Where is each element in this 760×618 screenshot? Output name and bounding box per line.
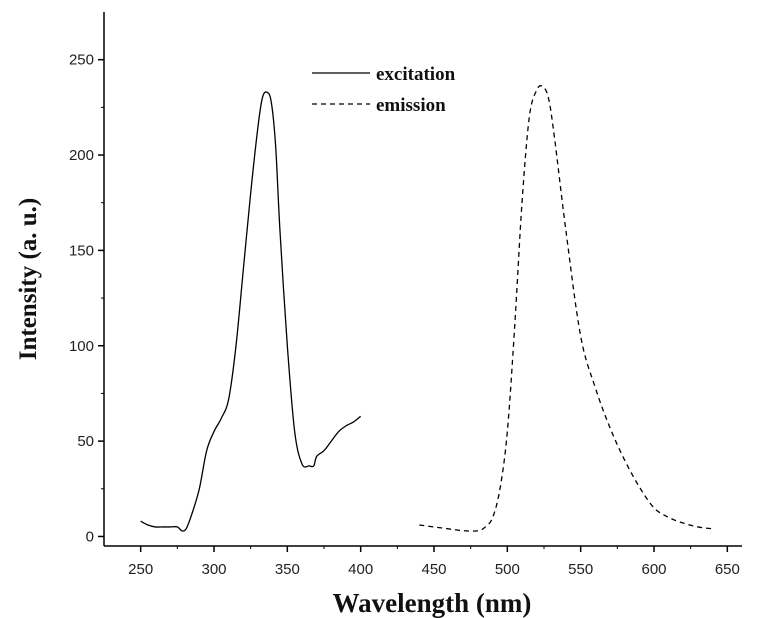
x-tick-label: 450 (421, 561, 446, 578)
legend: excitation emission (312, 64, 456, 116)
x-tick-label: 300 (201, 561, 226, 578)
excitation-series-line (140, 91, 362, 532)
y-tick-label: 100 (69, 338, 94, 355)
x-tick-label: 650 (715, 561, 740, 578)
y-tick-label: 250 (69, 52, 94, 69)
x-tick-label: 600 (641, 561, 666, 578)
y-ticks: 0 50 100 150 200 250 (69, 52, 104, 545)
emission-series-line (419, 85, 713, 532)
y-tick-label: 0 (86, 528, 94, 545)
series-group (140, 85, 713, 532)
x-tick-label: 550 (568, 561, 593, 578)
y-tick-label: 200 (69, 147, 94, 164)
y-tick-label: 50 (77, 433, 94, 450)
legend-excitation-label: excitation (376, 64, 456, 85)
axes: 250 300 350 400 450 500 550 600 650 0 50 100 150 200… (69, 12, 742, 578)
legend-emission-label: emission (376, 95, 446, 116)
x-tick-label: 400 (348, 561, 373, 578)
y-tick-label: 150 (69, 242, 94, 259)
x-tick-label: 250 (128, 561, 153, 578)
x-tick-label: 350 (275, 561, 300, 578)
x-axis-title: Wavelength (nm) (333, 588, 532, 618)
x-ticks: 250 300 350 400 450 500 550 600 650 (128, 546, 740, 578)
x-tick-label: 500 (495, 561, 520, 578)
y-axis-title: Intensity (a. u.) (15, 198, 42, 361)
